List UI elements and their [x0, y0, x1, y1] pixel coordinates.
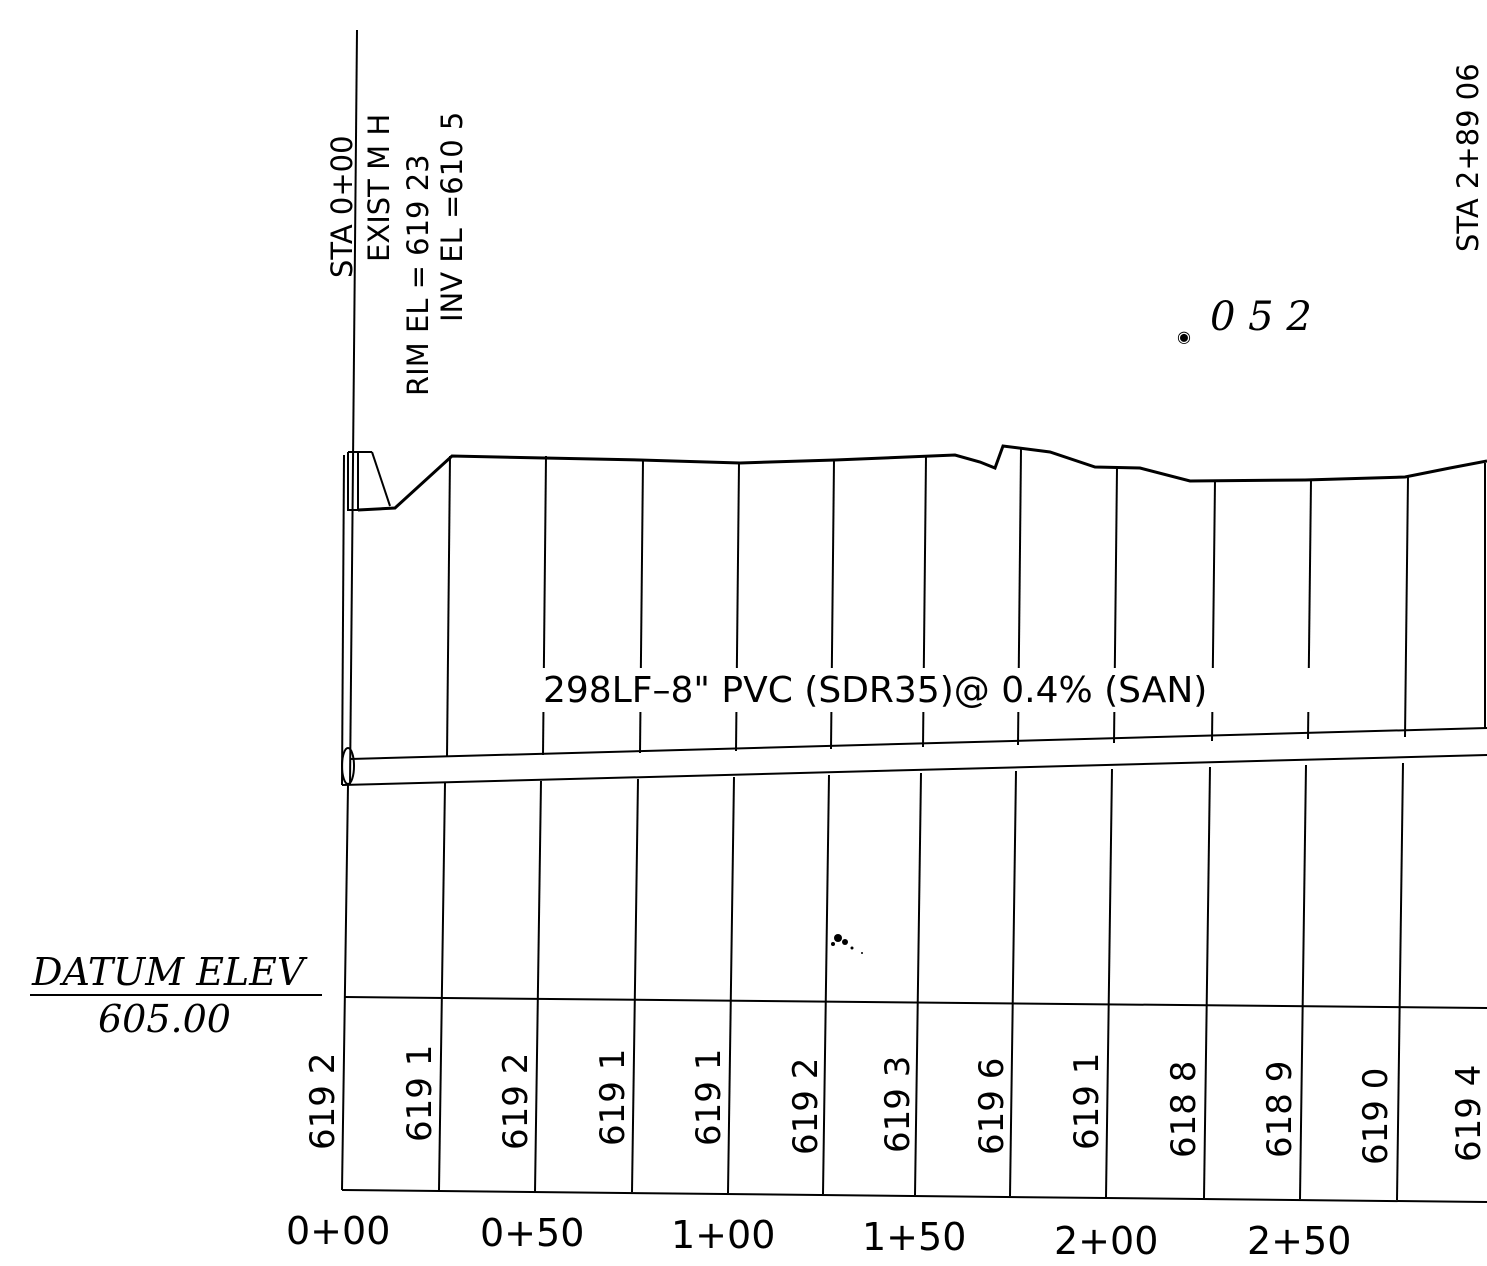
profile-bottom-line — [341, 1189, 1487, 1203]
elevation-value: 619 2 — [496, 1053, 536, 1150]
station-label: 1+00 — [671, 1213, 775, 1257]
datum-line — [344, 996, 1487, 1009]
inv-el-label: INV EL =610 5 — [435, 112, 469, 322]
station-label: 0+50 — [480, 1211, 584, 1255]
scan-speck — [831, 934, 863, 954]
elevation-value: 618 9 — [1260, 1061, 1300, 1158]
elevation-value: 619 1 — [400, 1045, 440, 1142]
datum-value: 605.00 — [98, 997, 231, 1041]
elevation-value: 619 2 — [786, 1058, 826, 1155]
handwritten-dot: ◉ — [1177, 327, 1191, 346]
pipe-top-line — [349, 727, 1487, 760]
pipe-bottom-line — [341, 754, 1487, 786]
ground-elevations: 619 2 619 1 619 2 619 1 619 1 619 2 619 … — [303, 1045, 1487, 1165]
rim-el-label: RIM EL = 619 23 — [401, 154, 435, 396]
station-label: 1+50 — [862, 1215, 966, 1259]
sta-end-label: STA 2+89 06 — [1451, 63, 1485, 252]
station-gridlines-lower — [341, 762, 1404, 1201]
elevation-value: 619 6 — [972, 1058, 1012, 1155]
elevation-value: 619 3 — [878, 1056, 918, 1153]
station-label: 2+50 — [1247, 1219, 1351, 1263]
elevation-value: 618 8 — [1164, 1061, 1204, 1158]
manhole-centerline — [349, 29, 358, 786]
station-labels: 0+00 0+50 1+00 1+50 2+00 2+50 — [286, 1209, 1351, 1263]
elevation-value: 619 0 — [1356, 1068, 1396, 1165]
elevation-value: 619 1 — [593, 1049, 633, 1146]
elevation-value: 619 2 — [303, 1053, 343, 1150]
manhole-structure — [341, 451, 391, 786]
pipe-label: 298LF–8" PVC (SDR35)@ 0.4% (SAN) — [543, 670, 1207, 711]
station-label: 0+00 — [286, 1209, 390, 1253]
datum-label: DATUM ELEV — [31, 950, 308, 994]
sta-start-label: STA 0+00 — [325, 135, 359, 278]
ground-profile-line — [357, 444, 1487, 512]
pipe-label-bg — [540, 668, 1320, 712]
elevation-value: 619 1 — [1067, 1053, 1107, 1150]
exist-mh-label: EXIST M H — [362, 114, 396, 262]
elevation-value: 619 4 — [1449, 1065, 1487, 1162]
handwritten-note: 0 5 2 — [1210, 294, 1312, 340]
station-label: 2+00 — [1054, 1219, 1158, 1263]
elevation-value: 619 1 — [689, 1049, 729, 1146]
